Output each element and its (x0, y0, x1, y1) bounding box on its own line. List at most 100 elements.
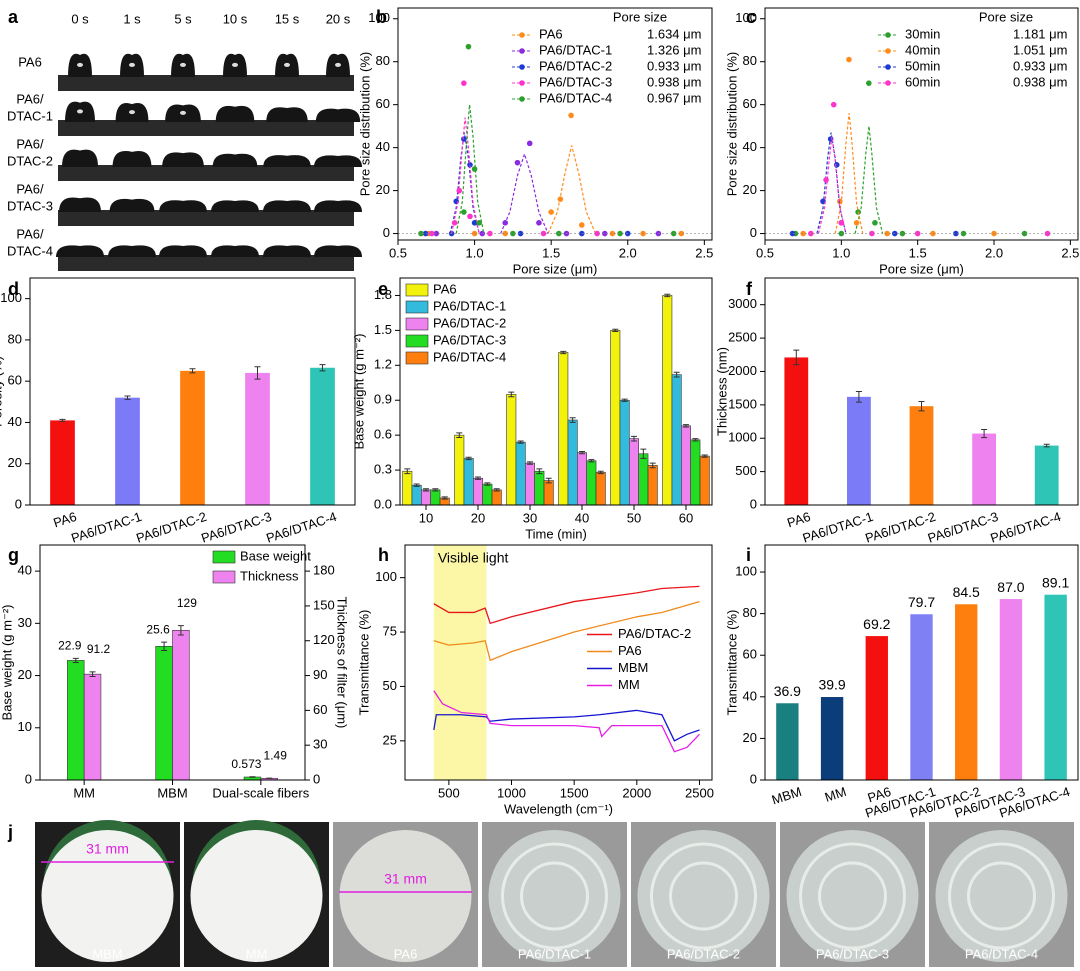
data-label: 129 (177, 596, 197, 610)
error-bar (545, 477, 552, 484)
droplet (211, 245, 259, 257)
bar (50, 420, 75, 505)
y2-tick-label: 0 (313, 771, 320, 786)
x-tick-label: Dual-scale fibers (212, 785, 309, 800)
y-tick-label: 30 (18, 615, 32, 630)
error-bar (981, 429, 988, 439)
point (833, 162, 840, 168)
point (548, 209, 554, 215)
seal-ring (650, 842, 757, 950)
error-bar (59, 418, 66, 422)
droplet-highlight (284, 62, 290, 67)
seal-ring (501, 842, 608, 950)
x-tick-label: 2000 (622, 785, 651, 800)
x-tick-label: MM (823, 784, 848, 805)
x-tick-label: 0.5 (756, 245, 774, 260)
bar (534, 470, 545, 506)
legend-label: Base weight (240, 548, 311, 563)
data-label: 1.49 (264, 748, 288, 762)
point (517, 230, 524, 237)
point (418, 230, 424, 237)
axes-frame (397, 7, 713, 241)
point (451, 220, 458, 226)
fit-line (817, 136, 847, 234)
panel-letter: d (8, 279, 19, 299)
legend-label: PA6 (433, 281, 457, 296)
y-tick-label: 60 (376, 96, 390, 111)
y-tick-label: 60 (743, 96, 757, 111)
bar (180, 370, 205, 505)
x-tick-label: PA6/DTAC-3 (199, 509, 273, 546)
substrate (58, 120, 354, 136)
y-tick-label: 80 (376, 53, 390, 68)
y-axis-label: Base weight (g m⁻²) (0, 605, 14, 721)
y-tick-label: 40 (18, 563, 32, 578)
legend-swatch (212, 550, 236, 564)
y-tick-label: 0.0 (374, 496, 392, 511)
x-tick-label: 1.0 (832, 245, 850, 260)
legend-marker (519, 96, 525, 102)
line (433, 709, 700, 742)
droplet (59, 197, 101, 212)
error-bar (319, 364, 326, 372)
seal-ring (948, 842, 1055, 950)
legend-swatch (405, 351, 429, 365)
fit-line (834, 113, 864, 234)
data-label: 84.5 (953, 584, 980, 600)
droplet (212, 153, 258, 167)
droplet (109, 198, 155, 212)
point (838, 220, 845, 226)
y-tick-label: 40 (743, 688, 757, 703)
bar (310, 367, 335, 505)
point (536, 220, 542, 226)
point (594, 230, 600, 237)
substrate (58, 255, 354, 271)
x-tick-label: 60 (679, 510, 693, 525)
bar (1034, 445, 1059, 505)
bar (638, 453, 649, 506)
bar (67, 660, 85, 781)
point (1021, 230, 1028, 237)
y-tick-label: 1.8 (374, 287, 392, 302)
axes-frame (764, 544, 1079, 781)
x-axis-label: Wavelength (cm⁻¹) (504, 801, 613, 816)
column-label: 15 s (275, 11, 300, 26)
point (678, 230, 685, 237)
fit-line (449, 132, 480, 234)
y-tick-label: 100 (368, 10, 390, 25)
error-bar (664, 293, 671, 298)
bar (543, 480, 554, 506)
data-label: 89.1 (1042, 574, 1069, 590)
row-label: PA6/ (16, 226, 44, 241)
membrane (190, 830, 323, 962)
droplet (211, 200, 259, 212)
error-bar (161, 641, 168, 651)
bar (430, 489, 441, 506)
y-tick-label: 0.6 (374, 427, 392, 442)
error-bar (527, 461, 533, 465)
data-label: 0.573 (231, 757, 261, 771)
photo-label: PA6/DTAC-1 (518, 946, 591, 961)
legend-size: 1.326 μm (647, 42, 701, 57)
error-bar (612, 328, 619, 333)
row-label: PA6/ (16, 181, 44, 196)
error-bar (673, 371, 680, 378)
y-tick-label: 1000 (728, 430, 757, 445)
panel-letter: h (378, 545, 389, 565)
y-tick-label: 20 (743, 182, 757, 197)
y2-tick-label: 150 (313, 597, 335, 612)
y-tick-label: 100 (0, 290, 22, 305)
axes-frame (39, 544, 306, 781)
y-axis-label: Pore size distribution (%) (724, 52, 739, 197)
bar (245, 372, 270, 505)
legend-marker (519, 64, 525, 70)
fit-line (451, 117, 480, 234)
x-axis-label: Pore size (μm) (513, 261, 598, 276)
x-tick-label: 20 (471, 510, 485, 525)
y-tick-label: 1.2 (374, 357, 392, 372)
legend-swatch (405, 317, 429, 331)
error-bar (177, 625, 184, 636)
error-bar (597, 470, 604, 475)
x-tick-label: 40 (575, 510, 589, 525)
y-tick-label: 100 (735, 10, 757, 25)
